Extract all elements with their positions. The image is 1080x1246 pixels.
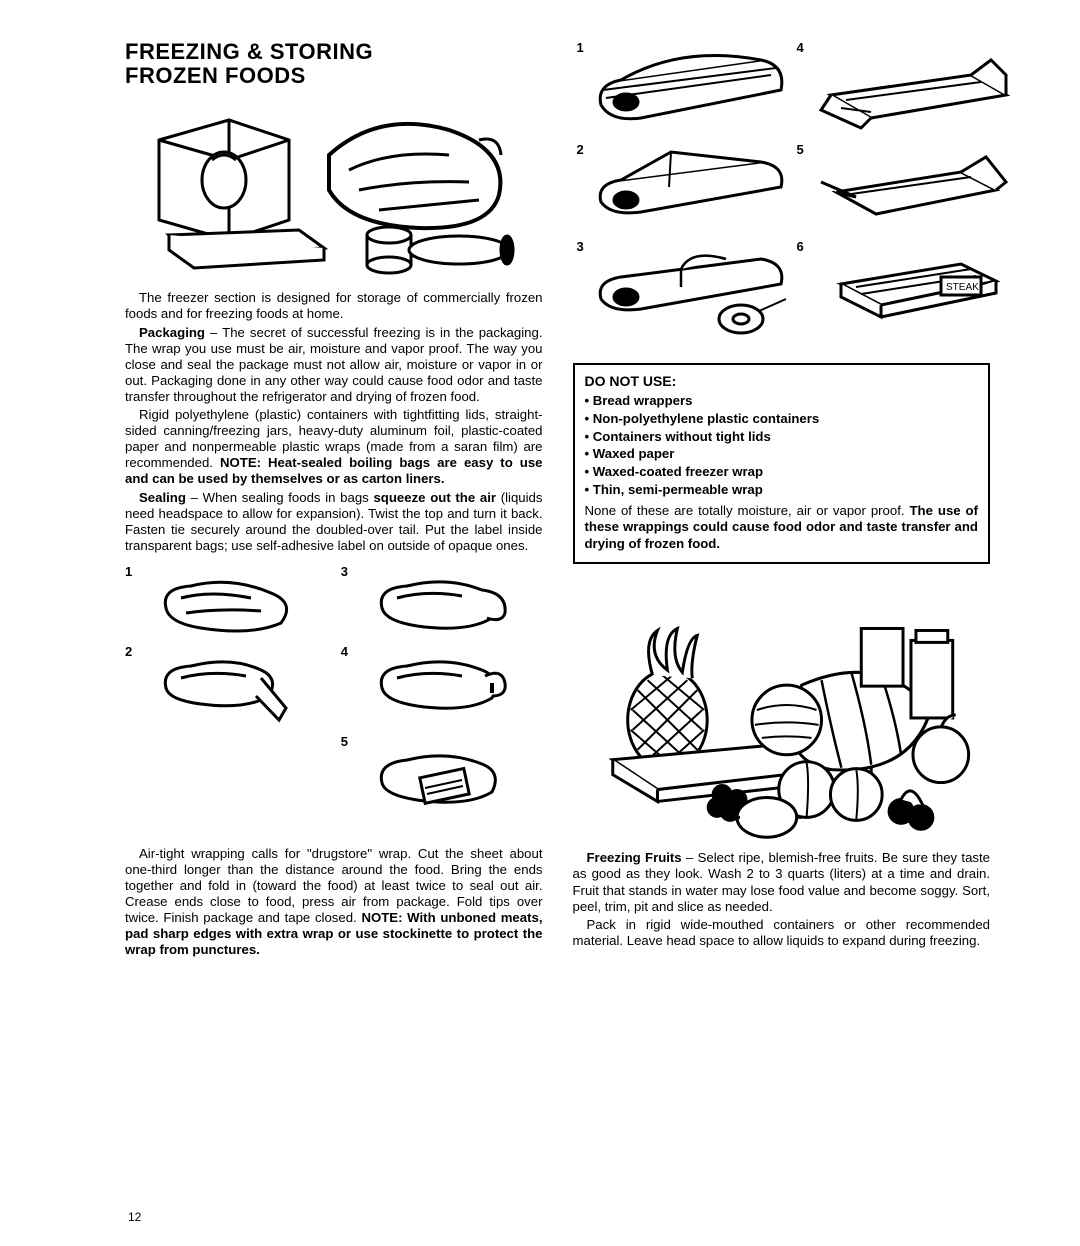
fruits-label: Freezing Fruits xyxy=(587,850,682,865)
step-number: 5 xyxy=(341,734,348,749)
step-number: 3 xyxy=(341,564,348,579)
box-note: None of these are totally moisture, air … xyxy=(585,503,979,553)
step-number: 2 xyxy=(125,644,132,659)
sealing-bold: squeeze out the air xyxy=(373,490,496,505)
wrap-step-3: 3 xyxy=(591,239,791,349)
left-column: FREEZING & STORING FROZEN FOODS xyxy=(125,40,543,961)
wrap-step-6: 6 STEAK xyxy=(811,239,1011,349)
step-number: 4 xyxy=(341,644,348,659)
step-number: 4 xyxy=(797,40,804,55)
wrap-steps-grid: 1 4 2 xyxy=(591,40,991,349)
page-title: FREEZING & STORING FROZEN FOODS xyxy=(125,40,543,88)
bag-step-2: 2 xyxy=(125,644,327,728)
page-content: FREEZING & STORING FROZEN FOODS xyxy=(125,40,990,961)
wrap-step-1: 1 xyxy=(591,40,791,140)
do-not-use-list: Bread wrappers Non-polyethylene plastic … xyxy=(585,392,979,499)
title-line-1: FREEZING & STORING xyxy=(125,39,373,64)
wrap-illustration xyxy=(591,40,791,135)
wrap-illustration xyxy=(811,40,1011,135)
fruits-pack-paragraph: Pack in rigid wide-mouthed containers or… xyxy=(573,917,991,949)
list-item: Bread wrappers xyxy=(585,392,979,410)
list-item: Containers without tight lids xyxy=(585,428,979,446)
fruits-pack-text: Pack in rigid wide-mouthed containers or… xyxy=(573,917,991,948)
fruits-illustration xyxy=(573,580,991,840)
packaging-illustration xyxy=(125,100,543,280)
step-number: 3 xyxy=(577,239,584,254)
step-number: 6 xyxy=(797,239,804,254)
packaging-paragraph: Packaging – The secret of successful fre… xyxy=(125,325,543,405)
bag-step-illustration xyxy=(125,564,327,638)
wrap-illustration: STEAK xyxy=(811,239,1011,334)
bag-step-illustration xyxy=(341,734,543,818)
list-item: Waxed paper xyxy=(585,445,979,463)
title-line-2: FROZEN FOODS xyxy=(125,63,306,88)
list-item: Waxed-coated freezer wrap xyxy=(585,463,979,481)
wrap-illustration xyxy=(591,142,791,232)
sealing-text-1: – When sealing foods in bags xyxy=(186,490,374,505)
page-number: 12 xyxy=(128,1210,141,1224)
step-number: 1 xyxy=(577,40,584,55)
do-not-use-box: DO NOT USE: Bread wrappers Non-polyethyl… xyxy=(573,363,991,564)
airtight-paragraph: Air-tight wrapping calls for "drugstore"… xyxy=(125,846,543,959)
step-number: 1 xyxy=(125,564,132,579)
bag-step-illustration xyxy=(125,644,327,728)
bag-step-1: 1 xyxy=(125,564,327,638)
bag-step-3: 3 xyxy=(341,564,543,638)
list-item: Non-polyethylene plastic containers xyxy=(585,410,979,428)
intro-text: The freezer section is designed for stor… xyxy=(125,290,543,321)
wrap-step-4: 4 xyxy=(811,40,1011,140)
bag-steps-grid: 1 3 2 xyxy=(125,564,543,818)
wrap-illustration xyxy=(591,239,791,344)
bag-step-illustration xyxy=(341,644,543,718)
wrap-step-2: 2 xyxy=(591,142,791,237)
rigid-paragraph: Rigid polyethylene (plastic) containers … xyxy=(125,407,543,487)
step-number: 2 xyxy=(577,142,584,157)
bag-step-4: 4 xyxy=(341,644,543,728)
wrap-step-5: 5 xyxy=(811,142,1011,237)
sealing-label: Sealing xyxy=(139,490,186,505)
fruits-paragraph: Freezing Fruits – Select ripe, blemish-f… xyxy=(573,850,991,914)
intro-paragraph: The freezer section is designed for stor… xyxy=(125,290,543,322)
step-number: 5 xyxy=(797,142,804,157)
packaging-label: Packaging xyxy=(139,325,205,340)
bag-step-5: 5 xyxy=(341,734,543,818)
sealing-paragraph: Sealing – When sealing foods in bags squ… xyxy=(125,490,543,554)
bag-step-illustration xyxy=(341,564,543,638)
box-note-pre: None of these are totally moisture, air … xyxy=(585,503,910,518)
wrap-illustration xyxy=(811,142,1011,232)
list-item: Thin, semi-permeable wrap xyxy=(585,481,979,499)
svg-text:STEAK: STEAK xyxy=(946,282,979,293)
box-title: DO NOT USE: xyxy=(585,373,979,389)
right-column: 1 4 2 xyxy=(573,40,991,961)
